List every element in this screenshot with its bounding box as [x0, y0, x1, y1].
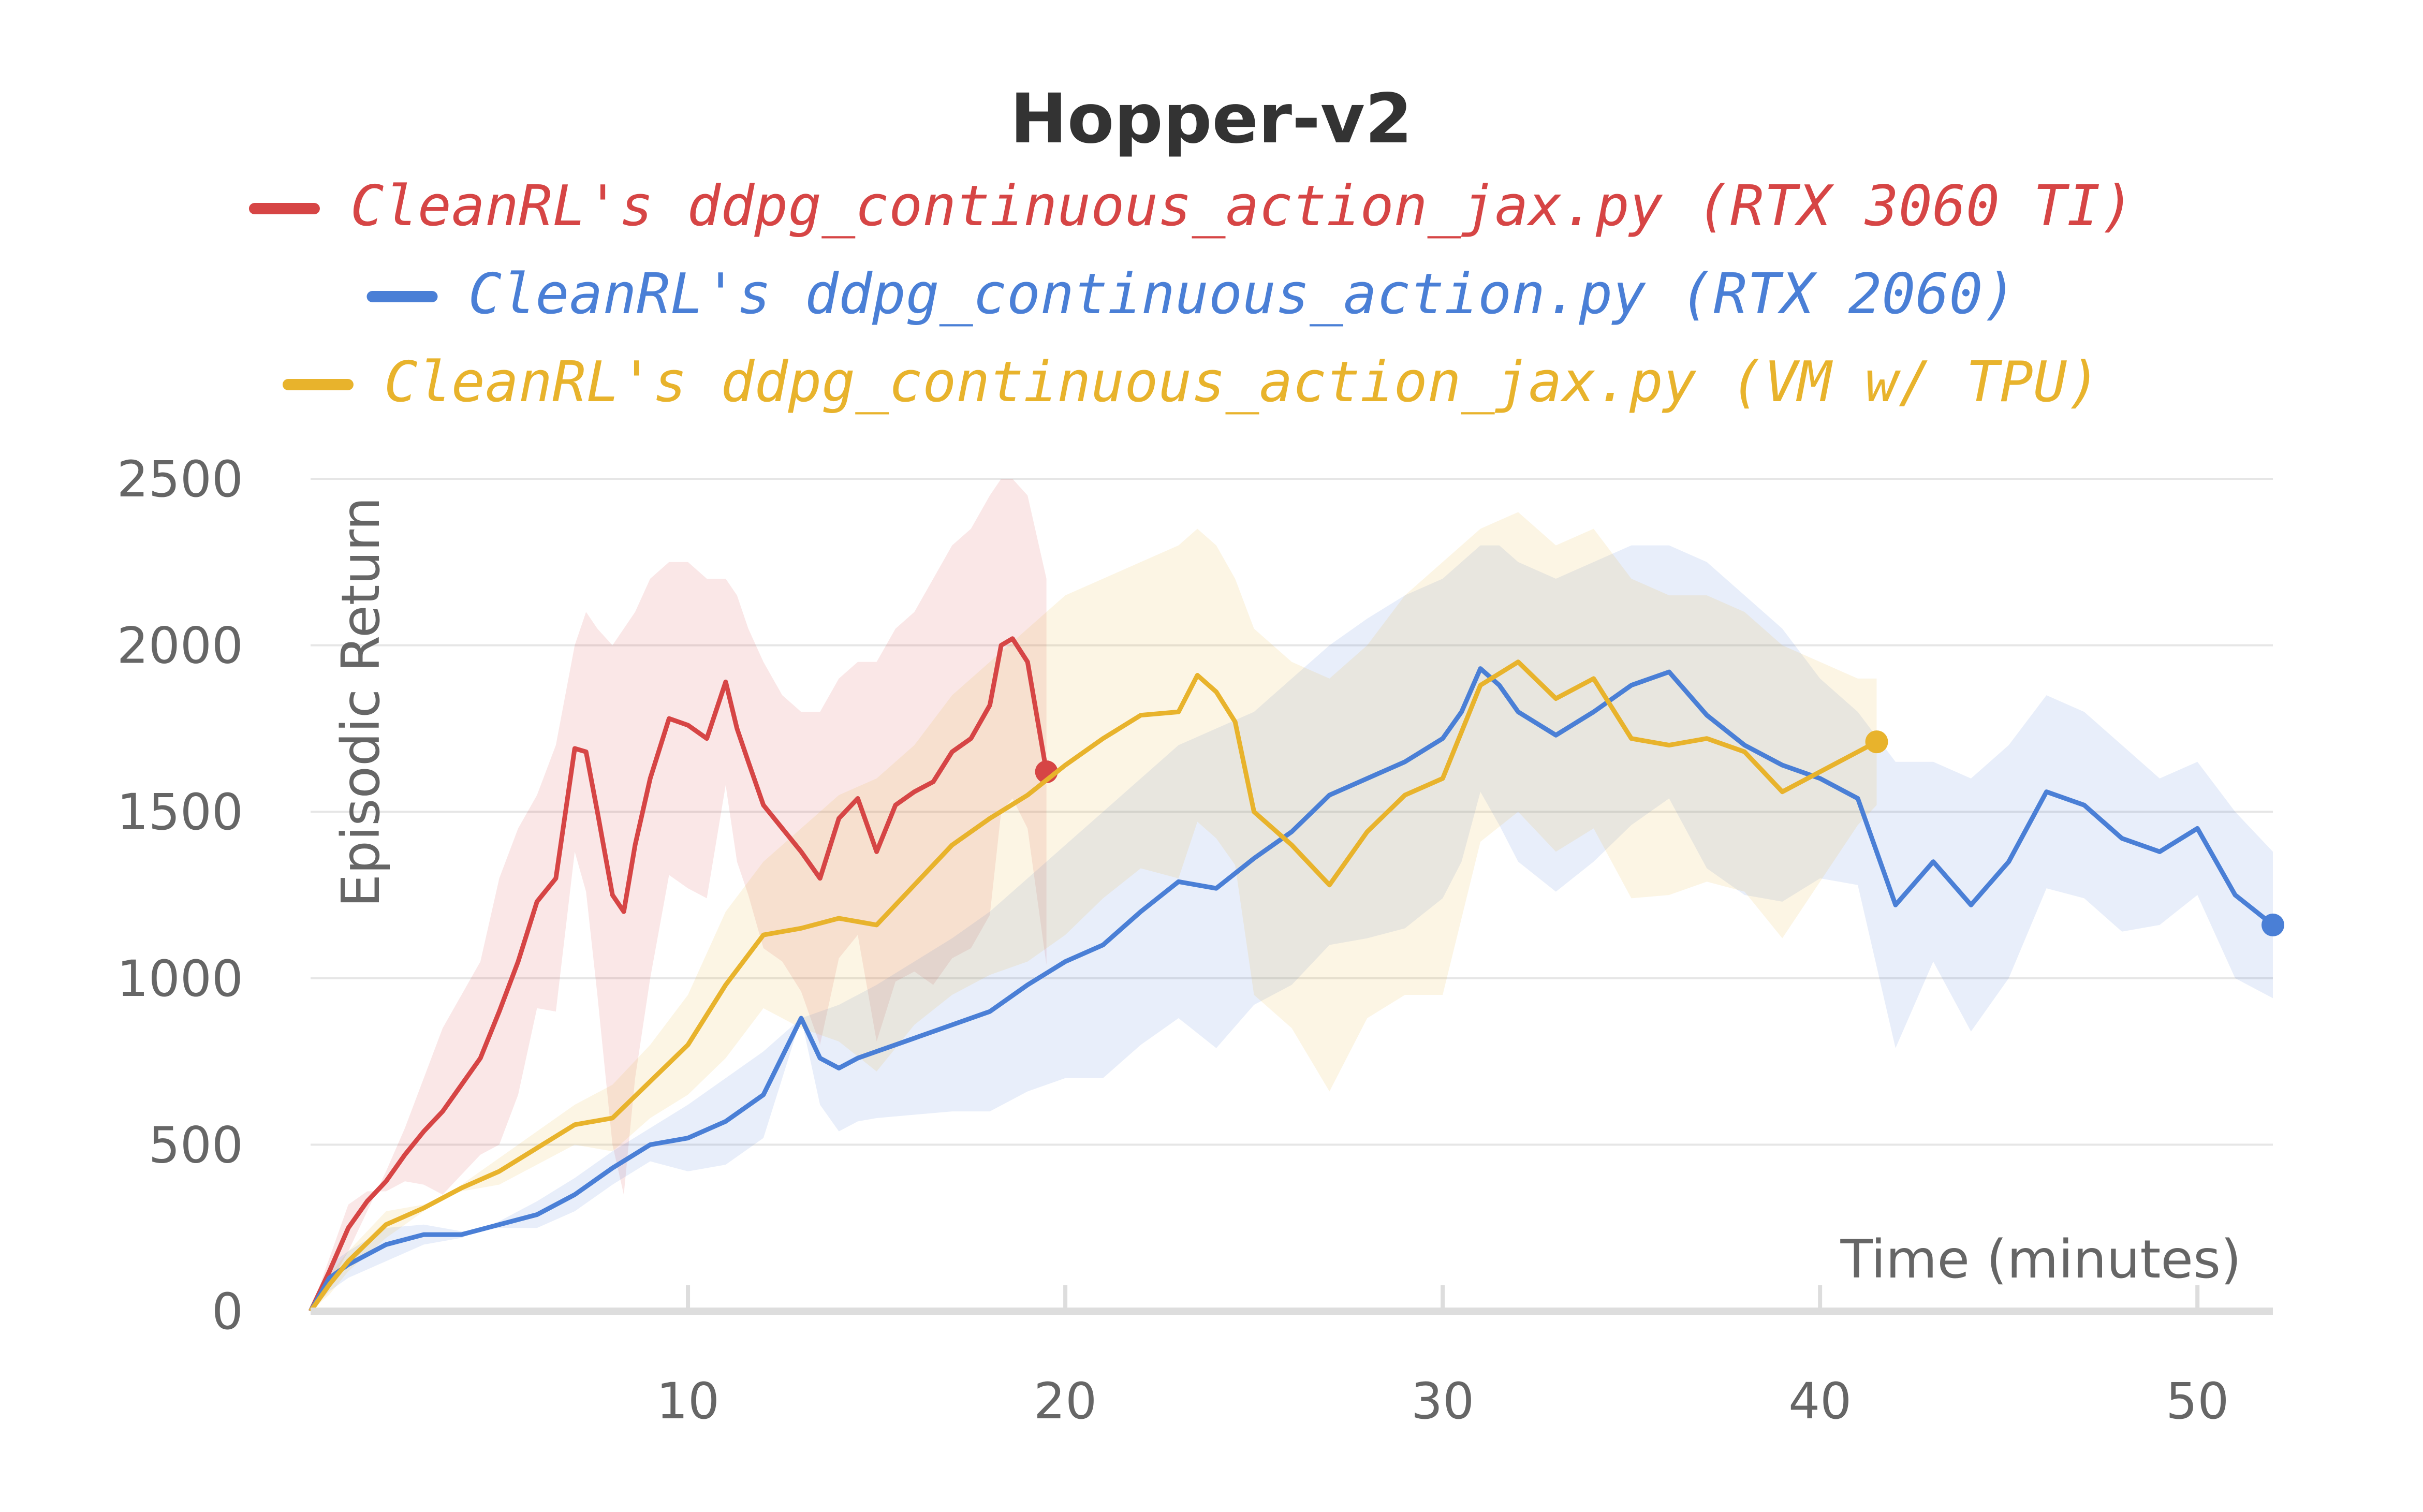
legend-label: CleanRL's ddpg_continuous_action.py (RTX…: [468, 262, 2017, 327]
data-point: [1865, 730, 1888, 754]
series-lines: [308, 636, 2284, 1313]
legend-item-0: CleanRL's ddpg_continuous_action_jax.py …: [248, 174, 2134, 239]
legend-label: CleanRL's ddpg_continuous_action_jax.py …: [384, 350, 2101, 415]
legend-label: CleanRL's ddpg_continuous_action_jax.py …: [350, 174, 2134, 239]
x-tick-label: 20: [1034, 1372, 1097, 1430]
y-tick-label: 1000: [117, 950, 243, 1008]
series-band-0: [311, 479, 1047, 1311]
x-tick-label: 40: [1788, 1372, 1852, 1430]
y-axis-label: Episodic Return: [330, 497, 392, 907]
axis-ticks: 0 500 1000 1500 2000 2500 10 20 30 40 50: [117, 450, 2229, 1430]
grid: [311, 478, 2273, 1146]
y-tick-label: 0: [212, 1283, 243, 1341]
confidence-bands: [311, 479, 2273, 1311]
data-point: [2262, 913, 2284, 936]
legend-item-1: CleanRL's ddpg_continuous_action.py (RTX…: [366, 262, 2017, 327]
series-line-1: [309, 666, 2274, 1313]
series-band-1: [311, 545, 2273, 1311]
x-axis-label: Time (minutes): [1840, 1229, 2241, 1290]
y-tick-label: 2500: [117, 450, 243, 508]
x-tick-label: 10: [656, 1372, 719, 1430]
legend-item-2: CleanRL's ddpg_continuous_action_jax.py …: [282, 350, 2101, 415]
y-tick-label: 2000: [117, 617, 243, 675]
series-line-0: [308, 636, 1049, 1312]
series-band-2: [311, 512, 1877, 1311]
x-tick-label: 50: [2166, 1372, 2229, 1430]
series-line-2: [309, 659, 1878, 1313]
y-tick-label: 1500: [117, 783, 243, 841]
x-tick-label: 30: [1411, 1372, 1474, 1430]
legend: CleanRL's ddpg_continuous_action_jax.py …: [248, 174, 2134, 415]
y-tick-label: 500: [149, 1116, 243, 1174]
chart-title: Hopper-v2: [1010, 79, 1412, 159]
